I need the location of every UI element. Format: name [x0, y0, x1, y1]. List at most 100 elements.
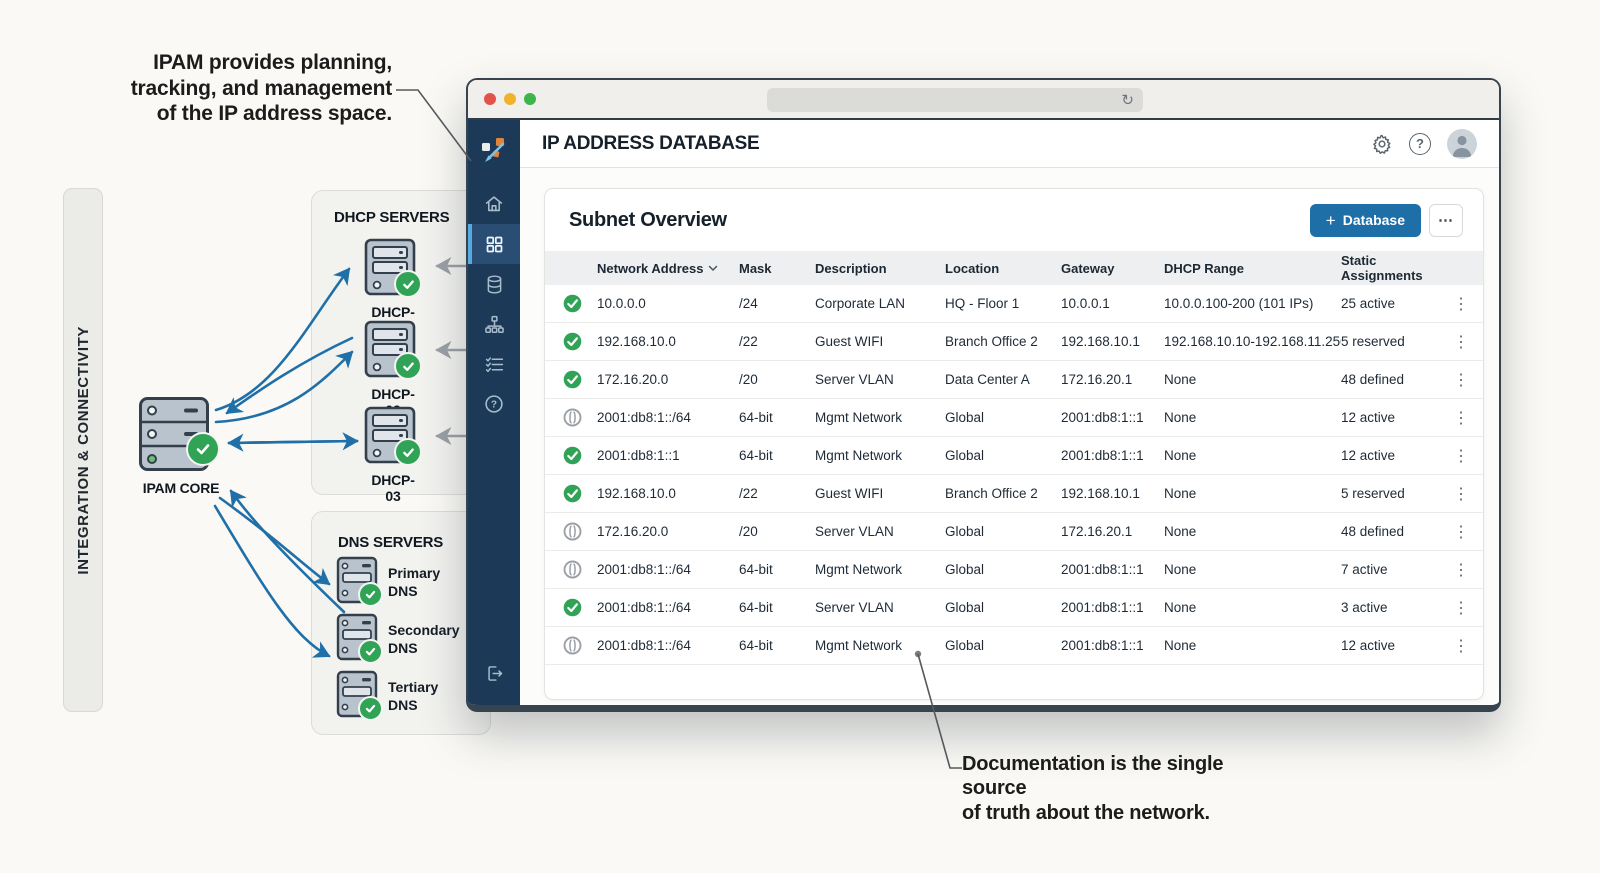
row-actions-button[interactable]: ⋮ [1453, 599, 1469, 617]
table-row[interactable]: 2001:db8:1::/64 64-bit Mgmt Network Glob… [545, 399, 1483, 437]
status-ok-icon [563, 598, 582, 617]
dashboard-grid-icon [486, 236, 502, 252]
table-row[interactable]: 192.168.10.0 /22 Guest WIFI Branch Offic… [545, 475, 1483, 513]
dns-server-label: Secondary DNS [388, 622, 460, 657]
cell-description: Mgmt Network [815, 410, 903, 425]
dns-server-label: Tertiary DNS [388, 679, 438, 714]
table-row[interactable]: 172.16.20.0 /20 Server VLAN Global 172.1… [545, 513, 1483, 551]
table-row[interactable]: 2001:db8:1::1 64-bit Mgmt Network Global… [545, 437, 1483, 475]
sidebar-item-checklist[interactable] [468, 344, 520, 384]
card-header: Subnet Overview + Database ⋯ [545, 189, 1483, 251]
primary-dns-node: Primary DNS [336, 556, 440, 609]
annotation-documentation: Documentation is the single source of tr… [962, 752, 1292, 825]
cell-description: Corporate LAN [815, 296, 906, 311]
tertiary-dns-node: Tertiary DNS [336, 670, 438, 723]
secondary-dns-node: Secondary DNS [336, 613, 460, 666]
cell-mask: 64-bit [739, 410, 773, 425]
help-button[interactable]: ? [1409, 132, 1431, 155]
close-window-button[interactable] [484, 93, 496, 105]
add-database-label: Database [1342, 212, 1405, 228]
cell-static-assignments: 7 active [1341, 562, 1388, 577]
cell-mask: /20 [739, 372, 758, 387]
status-check-badge [394, 352, 422, 380]
cell-mask: 64-bit [739, 562, 773, 577]
status-check-badge [186, 432, 220, 466]
column-header-mask[interactable]: Mask [739, 260, 772, 276]
home-icon [485, 196, 503, 212]
row-actions-button[interactable]: ⋮ [1453, 523, 1469, 541]
cell-description: Server VLAN [815, 372, 894, 387]
url-bar[interactable]: ↻ [767, 88, 1143, 112]
cell-network-address: 2001:db8:1::/64 [597, 638, 691, 653]
app-sidebar: ? [468, 120, 520, 705]
checklist-icon [485, 356, 503, 372]
dns-label-line: Secondary [388, 622, 460, 638]
row-actions-button[interactable]: ⋮ [1453, 637, 1469, 655]
table-row[interactable]: 2001:db8:1::/64 64-bit Server VLAN Globa… [545, 589, 1483, 627]
cell-mask: 64-bit [739, 600, 773, 615]
sidebar-item-topology[interactable] [468, 304, 520, 344]
sidebar-item-dashboard[interactable] [468, 224, 520, 264]
column-header-description[interactable]: Description [815, 260, 887, 276]
row-actions-button[interactable]: ⋮ [1453, 409, 1469, 427]
integration-connectivity-band: INTEGRATION & CONNECTIVITY [63, 188, 103, 712]
cell-location: HQ - Floor 1 [945, 296, 1020, 311]
table-row[interactable]: 10.0.0.0 /24 Corporate LAN HQ - Floor 1 … [545, 285, 1483, 323]
row-actions-button[interactable]: ⋮ [1453, 485, 1469, 503]
cell-location: Branch Office 2 [945, 334, 1038, 349]
column-header-network-address[interactable]: Network Address [597, 261, 739, 276]
status-ok-icon [563, 370, 582, 389]
minimize-window-button[interactable] [504, 93, 516, 105]
cell-dhcp-range: None [1164, 448, 1197, 463]
row-actions-button[interactable]: ⋮ [1453, 447, 1469, 465]
dhcp-02-node: DHCP-02 [364, 320, 422, 418]
cell-mask: 64-bit [739, 448, 773, 463]
cell-gateway: 2001:db8:1::1 [1061, 562, 1144, 577]
svg-text:?: ? [491, 400, 497, 411]
cell-static-assignments: 48 defined [1341, 524, 1405, 539]
table-row[interactable]: 172.16.20.0 /20 Server VLAN Data Center … [545, 361, 1483, 399]
table-row[interactable]: 2001:db8:1::/64 64-bit Mgmt Network Glob… [545, 551, 1483, 589]
sidebar-item-logout[interactable] [468, 653, 520, 693]
sidebar-item-help[interactable]: ? [468, 384, 520, 424]
logout-icon [487, 665, 502, 681]
column-header-gateway[interactable]: Gateway [1061, 260, 1115, 276]
table-row[interactable]: 2001:db8:1::/64 64-bit Mgmt Network Glob… [545, 627, 1483, 665]
cell-static-assignments: 5 reserved [1341, 486, 1405, 501]
status-neutral-icon [563, 408, 582, 427]
row-actions-button[interactable]: ⋮ [1453, 371, 1469, 389]
refresh-icon[interactable]: ↻ [1121, 91, 1134, 109]
help-icon: ? [485, 395, 503, 413]
cell-gateway: 192.168.10.1 [1061, 486, 1140, 501]
window-titlebar: ↻ [468, 80, 1499, 120]
row-actions-button[interactable]: ⋮ [1453, 333, 1469, 351]
dhcp-panel-title: DHCP SERVERS [334, 209, 450, 226]
column-header-dhcp-range[interactable]: DHCP Range [1164, 260, 1244, 276]
row-actions-button[interactable]: ⋮ [1453, 561, 1469, 579]
settings-button[interactable] [1371, 133, 1393, 155]
status-check-badge [394, 270, 422, 298]
cell-static-assignments: 48 defined [1341, 372, 1405, 387]
column-header-location[interactable]: Location [945, 260, 1000, 276]
cell-location: Global [945, 410, 985, 425]
row-actions-button[interactable]: ⋮ [1453, 295, 1469, 313]
cell-gateway: 2001:db8:1::1 [1061, 638, 1144, 653]
column-label: Network Address [597, 260, 704, 276]
page-title: IP ADDRESS DATABASE [542, 132, 760, 154]
add-database-button[interactable]: + Database [1309, 203, 1421, 237]
ipam-core-node: IPAM CORE [138, 396, 224, 496]
status-ok-icon [563, 446, 582, 465]
zoom-window-button[interactable] [524, 93, 536, 105]
avatar[interactable] [1447, 128, 1477, 159]
app-header: IP ADDRESS DATABASE ? [520, 120, 1499, 168]
dns-label-line: DNS [388, 582, 418, 599]
sidebar-item-home[interactable] [468, 184, 520, 224]
column-header-static-assignments[interactable]: Static Assignments [1341, 253, 1423, 283]
more-options-button[interactable]: ⋯ [1429, 203, 1463, 237]
plus-icon: + [1325, 210, 1336, 230]
cell-description: Server VLAN [815, 600, 894, 615]
traffic-lights [484, 93, 536, 105]
sidebar-item-database[interactable] [468, 264, 520, 304]
table-row[interactable]: 192.168.10.0 /22 Guest WIFI Branch Offic… [545, 323, 1483, 361]
chevron-down-icon [709, 265, 718, 271]
